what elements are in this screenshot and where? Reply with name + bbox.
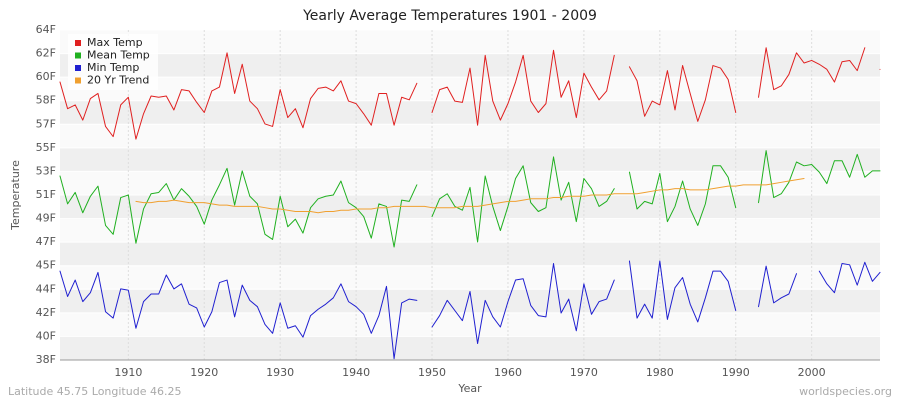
- y-tick-label: 57F: [36, 117, 56, 130]
- y-tick-label: 44F: [36, 282, 56, 295]
- series-line: [135, 178, 805, 214]
- footer-right: worldspecies.org: [799, 385, 892, 398]
- grid-band: [60, 53, 880, 78]
- grid-band: [60, 242, 880, 266]
- x-tick-label: 1950: [418, 366, 446, 379]
- y-tick-label: 55F: [36, 141, 56, 154]
- y-tick-label: 64F: [36, 23, 56, 36]
- x-tick-label: 2000: [798, 366, 826, 379]
- y-tick-label: 38F: [36, 353, 56, 366]
- x-axis-label: Year: [457, 382, 482, 395]
- chart-title: Yearly Average Temperatures 1901 - 2009: [302, 8, 597, 24]
- legend-swatch: [75, 77, 81, 84]
- y-tick-label: 42F: [36, 306, 56, 319]
- series-line: [59, 150, 881, 248]
- x-tick-label: 1970: [570, 366, 598, 379]
- x-tick-label: 1910: [114, 366, 142, 379]
- grid-band: [60, 147, 880, 172]
- y-tick-label: 49F: [36, 212, 56, 225]
- x-tick-label: 1960: [494, 366, 522, 379]
- y-tick-label: 53F: [36, 164, 56, 177]
- y-tick-label: 40F: [36, 329, 56, 342]
- x-tick-label: 1940: [342, 366, 370, 379]
- legend-label: Mean Temp: [87, 49, 150, 62]
- y-tick-label: 60F: [36, 70, 56, 83]
- legend-label: Min Temp: [87, 61, 139, 74]
- x-tick-label: 1930: [266, 366, 294, 379]
- grid-band: [60, 289, 880, 313]
- grid-band: [60, 100, 880, 125]
- grid-band: [60, 336, 880, 360]
- x-tick-label: 1990: [722, 366, 750, 379]
- y-tick-label: 45F: [36, 259, 56, 272]
- legend-label: Max Temp: [87, 36, 143, 49]
- legend-swatch: [75, 52, 81, 59]
- x-tick-label: 1980: [646, 366, 674, 379]
- legend-swatch: [75, 40, 81, 46]
- legend-box: [68, 34, 158, 90]
- y-tick-label: 58F: [36, 94, 56, 107]
- y-tick-label: 62F: [36, 47, 56, 60]
- y-tick-label: 51F: [36, 188, 56, 201]
- series-line: [59, 47, 881, 140]
- y-tick-label: 47F: [36, 235, 56, 248]
- series-line: [59, 260, 881, 360]
- y-axis-label: Temperature: [9, 160, 22, 231]
- legend-label: 20 Yr Trend: [87, 74, 149, 87]
- legend-swatch: [75, 65, 81, 71]
- footer-left: Latitude 45.75 Longitude 46.25: [8, 385, 181, 398]
- x-tick-label: 1920: [190, 366, 218, 379]
